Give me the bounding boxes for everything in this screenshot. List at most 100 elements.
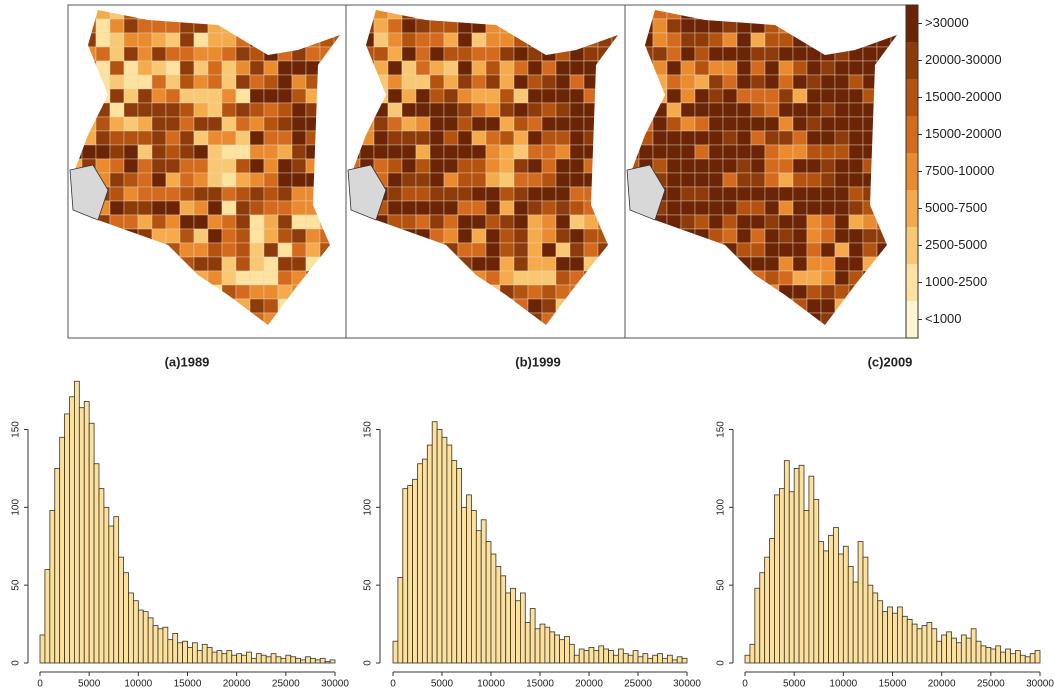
map-cell [179, 10, 195, 20]
map-cell [834, 130, 850, 146]
map-cell [820, 228, 836, 244]
map-cell [458, 327, 472, 341]
legend-swatch [906, 42, 918, 79]
map-cell [415, 74, 431, 90]
map-cell [387, 256, 403, 272]
map-cell [291, 256, 307, 272]
map-cell [569, 270, 585, 286]
map-cell [778, 46, 794, 62]
map-cell [387, 74, 403, 90]
map-cell [792, 18, 808, 34]
map-cell [387, 158, 403, 174]
bar [936, 640, 943, 664]
map-cell [638, 102, 654, 118]
y-tick-label: 0 [716, 660, 727, 666]
map-cell [630, 116, 640, 132]
legend-frame [905, 4, 919, 339]
bar [402, 488, 409, 664]
bar [451, 460, 458, 664]
map-cell [305, 200, 321, 216]
map-cell [863, 327, 877, 341]
map-cell [890, 116, 897, 132]
map-cell [207, 130, 223, 146]
map-cell [555, 144, 571, 160]
map-cell [527, 116, 543, 132]
map-cell [597, 312, 613, 325]
legend-swatch [906, 301, 918, 338]
map-cell [583, 242, 599, 258]
bar [744, 654, 751, 664]
map-cell [736, 214, 752, 230]
map-cell [236, 327, 250, 341]
map-cell [834, 284, 850, 300]
bar [246, 651, 252, 664]
map-cell [694, 10, 710, 20]
map-cell [359, 228, 375, 244]
map-cell [750, 32, 766, 48]
map-cell [764, 46, 780, 62]
map-cell [890, 242, 897, 258]
map-cell [401, 228, 417, 244]
map-cell [834, 186, 850, 202]
map-cell [485, 32, 501, 48]
map-cell [736, 130, 752, 146]
map-cell [736, 116, 752, 132]
map-cell [583, 158, 599, 174]
map-cell [387, 102, 403, 118]
map-cell [820, 102, 836, 118]
map-cell [680, 214, 696, 230]
legend-swatch [906, 264, 918, 301]
map-cell [708, 10, 724, 20]
legend-swatch [906, 227, 918, 264]
map-cell [555, 186, 571, 202]
map-cell [848, 284, 864, 300]
map-cell [876, 186, 892, 202]
map-cell [513, 60, 529, 76]
map-cell [485, 186, 501, 202]
map-cell [569, 88, 585, 104]
map-cell [81, 270, 97, 286]
map-cell [351, 214, 361, 230]
map-cell [193, 130, 209, 146]
map-cell [792, 102, 808, 118]
map-cell [806, 298, 822, 314]
map-cell [429, 284, 445, 300]
map-cell [263, 228, 279, 244]
map-cell [499, 130, 515, 146]
map-cell [569, 18, 585, 34]
map-cell [597, 88, 613, 104]
map-cell [109, 88, 125, 104]
map-cell [485, 172, 501, 188]
map-cell [277, 298, 293, 314]
map-cell [694, 256, 710, 272]
map-cell [81, 46, 97, 62]
map-cell [736, 270, 752, 286]
map-cell [95, 228, 111, 244]
map-cell [722, 172, 738, 188]
map-cell [429, 298, 445, 314]
map-cell [165, 130, 181, 146]
map-cell [95, 74, 111, 90]
map-cell [736, 10, 752, 20]
map-cell [443, 74, 459, 90]
map-cell [820, 158, 836, 174]
map-cell [457, 312, 473, 325]
map-cell [305, 186, 321, 202]
map-cell [541, 270, 557, 286]
map-cell [806, 46, 822, 62]
map-cell [235, 228, 251, 244]
bar [951, 637, 957, 664]
map-cell [457, 200, 473, 216]
x-tick-label: 20000 [928, 679, 956, 690]
map-cell [221, 256, 237, 272]
map-cell [179, 186, 195, 202]
map-cell [736, 74, 752, 90]
map-cell [193, 186, 209, 202]
map-cell [165, 18, 181, 34]
map-cell [890, 46, 897, 62]
map-cell [207, 102, 223, 118]
map-cell [305, 32, 321, 48]
map-cell [207, 60, 223, 76]
bar [142, 611, 149, 664]
map-cell [193, 242, 209, 258]
